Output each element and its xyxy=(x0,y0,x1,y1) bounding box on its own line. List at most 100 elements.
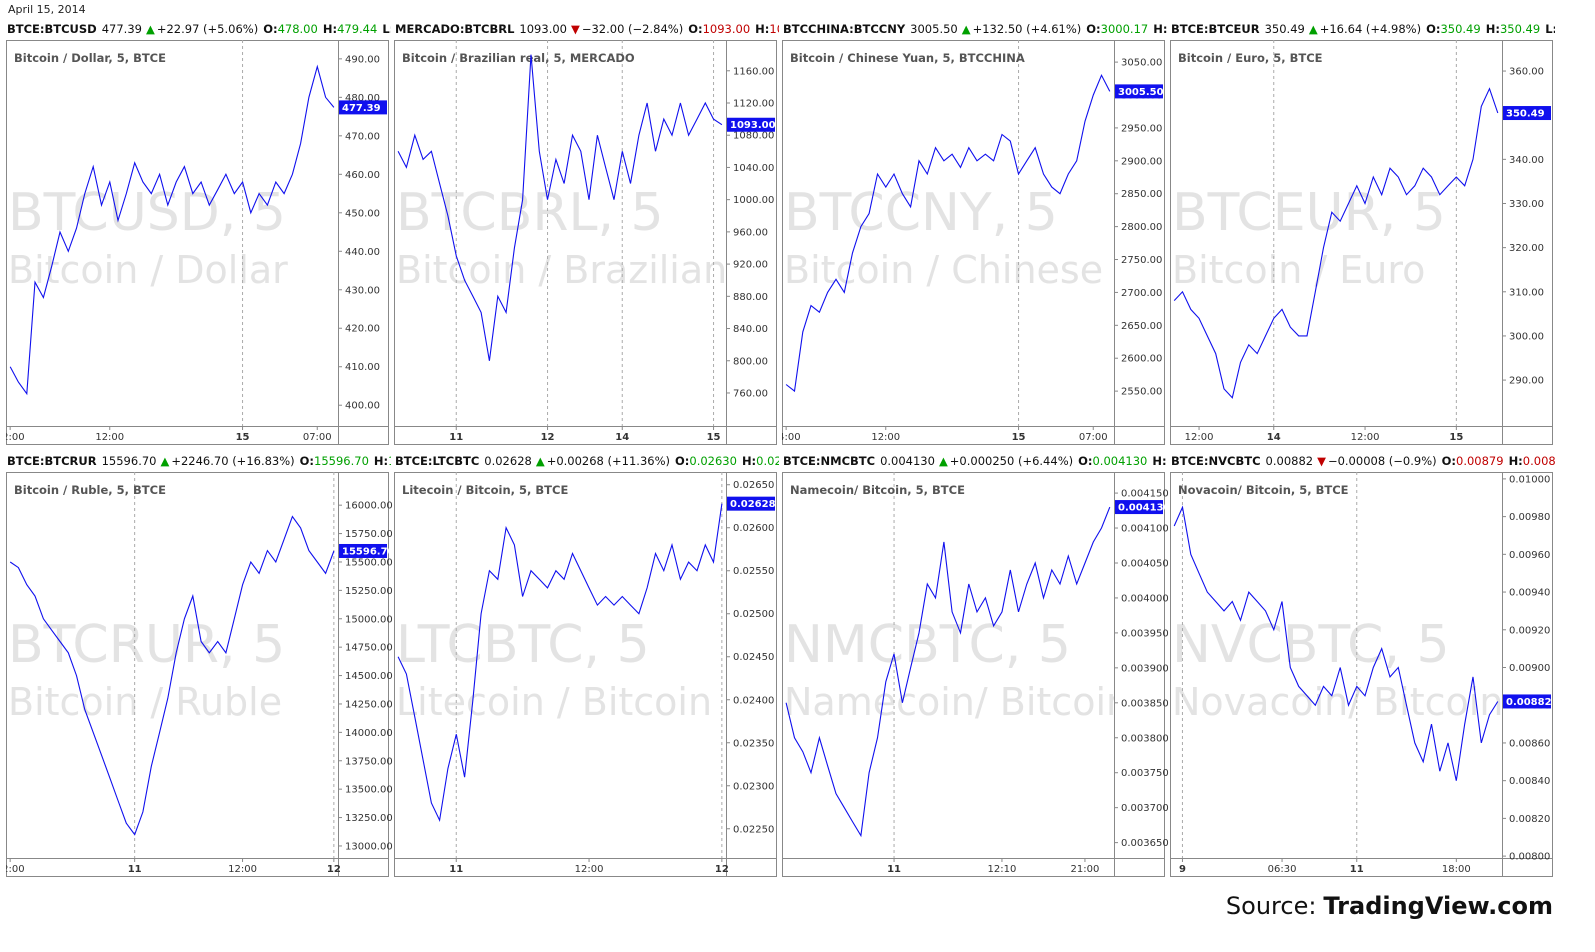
price-tag-label: 0.00882 xyxy=(1506,697,1552,708)
x-tick-label: 11 xyxy=(128,864,142,875)
y-tick-label: 0.003950 xyxy=(1121,628,1169,639)
y-tick-label: 0.003900 xyxy=(1121,663,1169,674)
y-tick-label: 290.00 xyxy=(1509,376,1544,387)
ohlc-value: 0.02630 xyxy=(689,454,737,468)
change: −32.00 (−2.84%) xyxy=(582,22,683,36)
header: MERCADO:BTCBRL 1093.00 ▼ −32.00 (−2.84%) O:1… xyxy=(395,22,791,36)
watermark-name: Bitcoin / Ruble xyxy=(8,680,282,724)
watermark-symbol: LTCBTC, 5 xyxy=(396,615,650,675)
arrow: ▼ xyxy=(571,22,580,36)
plot xyxy=(1173,505,1499,781)
y-tick-label: 2900.00 xyxy=(1121,156,1162,167)
plot xyxy=(9,64,335,396)
ohlc-value: 0. xyxy=(1167,454,1178,468)
chart-title: Bitcoin / Euro, 5, BTCE xyxy=(1178,51,1323,65)
y-tick-label: 0.003650 xyxy=(1121,838,1169,849)
chart-title: Bitcoin / Chinese Yuan, 5, BTCCHINA xyxy=(790,51,1025,65)
y-tick-label: 15500.00 xyxy=(345,557,393,568)
ohlc-label: H: xyxy=(323,22,337,36)
ohlc-label: H: xyxy=(755,22,769,36)
watermark: BTCBRL, 5 Bitcoin / Brazilian real xyxy=(396,183,726,292)
ohlc-value: 15596.70 xyxy=(314,454,369,468)
last-price: 350.49 xyxy=(1265,22,1305,36)
ohlc-label: L: xyxy=(382,22,394,36)
watermark-symbol: BTCCNY, 5 xyxy=(784,183,1058,243)
ohlc-label: O: xyxy=(263,22,277,36)
symbol: MERCADO:BTCBRL xyxy=(395,22,515,36)
y-tick-label: 960.00 xyxy=(733,227,768,238)
watermark: LTCBTC, 5 Litecoin / Bitcoin xyxy=(396,615,712,724)
x-axis-labels: 11 12 14 15 xyxy=(449,432,720,443)
chart-box xyxy=(782,40,1165,445)
symbol: BTCCHINA:BTCCNY xyxy=(783,22,906,36)
y-tick-label: 0.02450 xyxy=(733,652,774,663)
price-tag xyxy=(1503,694,1551,709)
y-tick-label: 0.02650 xyxy=(733,480,774,491)
header-text: BTCE:BTCEUR 350.49 ▲ +16.64 (+4.98%) O:350.4… xyxy=(1171,22,1572,36)
price-tag xyxy=(1503,106,1551,121)
ohlc-value: 350.49 xyxy=(1440,22,1480,36)
last-price: 477.39 xyxy=(102,22,142,36)
x-axis-labels: 04:00 12:00 15 07:00 xyxy=(782,432,1108,443)
ohlc-value: 109 xyxy=(769,22,791,36)
x-tick-label: 21:00 xyxy=(1071,864,1100,875)
y-tick-label: 2800.00 xyxy=(1121,222,1162,233)
y-tick-label: 0.00840 xyxy=(1509,776,1550,787)
watermark-symbol: BTCEUR, 5 xyxy=(1172,183,1446,243)
x-tick-label: 12 xyxy=(327,864,341,875)
plot xyxy=(9,515,335,836)
header-text: BTCE:NVCBTC 0.00882 ▼ −0.00008 (−0.9%) O:0.0… xyxy=(1171,454,1563,468)
y-tick-label: 430.00 xyxy=(345,285,380,296)
x-axis-labels: 11 12:00 12 xyxy=(449,864,729,875)
plot xyxy=(397,503,723,823)
y-tick-label: 0.02500 xyxy=(733,609,774,620)
plot xyxy=(1173,87,1499,399)
header-text: BTCE:BTCUSD 477.39 ▲ +22.97 (+5.06%) O:478.0… xyxy=(7,22,409,36)
y-tick-label: 1040.00 xyxy=(733,163,774,174)
x-tick-label: 15 xyxy=(1449,432,1463,443)
last-price: 0.02628 xyxy=(484,454,532,468)
y-tick-label: 14250.00 xyxy=(345,699,393,710)
x-tick-label: 06:30 xyxy=(1268,864,1297,875)
price-line xyxy=(785,73,1111,393)
x-tick-label: 12:00 xyxy=(228,864,257,875)
arrow: ▲ xyxy=(536,454,545,468)
plot xyxy=(785,506,1111,838)
change: +2246.70 (+16.83%) xyxy=(171,454,294,468)
price-line xyxy=(397,503,723,823)
x-axis-labels: 12:00 11 12:00 12 xyxy=(6,864,341,875)
price-tag xyxy=(727,117,775,132)
x-tick-label: 12 xyxy=(715,864,729,875)
y-tick-label: 0.02250 xyxy=(733,824,774,835)
y-tick-label: 0.004100 xyxy=(1121,524,1169,535)
y-tick-label: 800.00 xyxy=(733,356,768,367)
last-price: 0.00882 xyxy=(1266,454,1314,468)
header-text: BTCE:NMCBTC 0.004130 ▲ +0.000250 (+6.44%) O:… xyxy=(783,454,1178,468)
watermark-name: Novacoin/ Bitcoin xyxy=(1172,680,1503,724)
header: BTCE:BTCRUR 15596.70 ▲ +2246.70 (+16.83%) O:… xyxy=(7,454,410,468)
y-tick-label: 15000.00 xyxy=(345,614,393,625)
chart-title: Bitcoin / Ruble, 5, BTCE xyxy=(14,483,166,497)
ohlc-value: 478.00 xyxy=(278,22,318,36)
change: +132.50 (+4.61%) xyxy=(973,22,1082,36)
price-tag-label: 350.49 xyxy=(1506,109,1545,120)
ohlc-value: 3000.17 xyxy=(1101,22,1149,36)
symbol: BTCE:NVCBTC xyxy=(1171,454,1261,468)
ohlc-label: O: xyxy=(1086,22,1100,36)
chart-box xyxy=(1170,40,1553,445)
y-tick-label: 880.00 xyxy=(733,292,768,303)
y-tick-label: 2650.00 xyxy=(1121,321,1162,332)
chart-title: Namecoin/ Bitcoin, 5, BTCE xyxy=(790,483,965,497)
x-tick-label: 12:00 xyxy=(0,432,25,443)
y-tick-label: 0.004000 xyxy=(1121,593,1169,604)
price-line xyxy=(785,506,1111,838)
ohlc-value: 155 xyxy=(388,454,410,468)
x-tick-label: 12:10 xyxy=(988,864,1017,875)
ohlc-label: H: xyxy=(742,454,756,468)
y-tick-label: 0.00800 xyxy=(1509,852,1550,863)
x-tick-label: 15 xyxy=(707,432,721,443)
ohlc-value: 479.44 xyxy=(337,22,377,36)
ohlc-value: 350.49 xyxy=(1500,22,1540,36)
change: +0.000250 (+6.44%) xyxy=(950,454,1073,468)
y-tick-label: 13000.00 xyxy=(345,841,393,852)
